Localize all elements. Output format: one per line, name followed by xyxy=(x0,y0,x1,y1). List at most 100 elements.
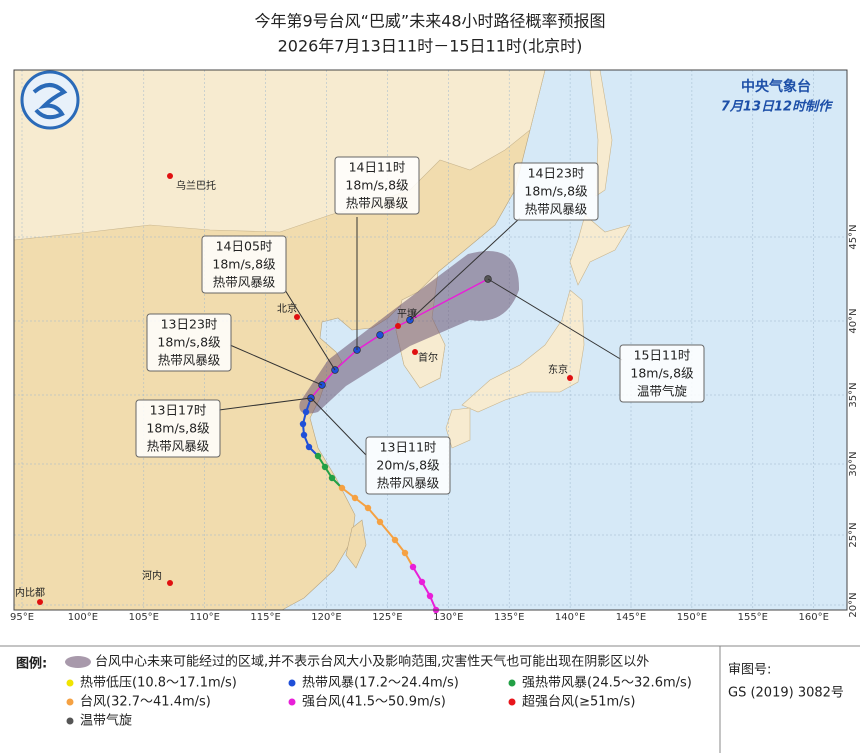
label-box xyxy=(334,156,420,215)
past-point xyxy=(328,474,336,482)
forecast-wind: 20m/s,8级 xyxy=(376,458,440,473)
forecast-level: 热带风暴级 xyxy=(147,439,210,454)
forecast-level: 热带风暴级 xyxy=(525,202,588,217)
legend-dot xyxy=(508,698,516,706)
approval-number: GS (2019) 3082号 xyxy=(728,686,844,701)
taiwan xyxy=(345,519,367,569)
city-dot xyxy=(167,173,173,179)
map: 95°E 100°E 105°E 110°E 115°E 120°E 125°E 130°E 1… xyxy=(10,69,859,623)
label-box xyxy=(619,344,705,403)
forecast-time: 14日05时 xyxy=(216,239,273,254)
legend-dot xyxy=(66,679,74,687)
kyushu xyxy=(445,407,471,449)
forecast-time: 13日11时 xyxy=(380,440,437,455)
leader-line xyxy=(284,289,336,371)
past-point xyxy=(305,443,313,451)
latitude-label: 20°N xyxy=(848,592,859,617)
subtitle: 2026年7月13日11时－15日11时(北京时) xyxy=(278,37,583,56)
past-point xyxy=(418,578,426,586)
forecast-wind: 18m/s,8级 xyxy=(146,421,210,436)
city-dot xyxy=(294,314,300,320)
forecast-time: 14日23时 xyxy=(528,166,585,181)
legend-label: 超强台风(≥51m/s) xyxy=(522,695,635,710)
latitude-label: 30°N xyxy=(848,451,859,476)
past-point xyxy=(409,563,417,571)
longitude-label: 110°E xyxy=(189,612,219,623)
forecast-time: 14日11时 xyxy=(349,160,406,175)
past-point xyxy=(391,536,399,544)
legend-label: 温带气旋 xyxy=(80,713,132,729)
legend: 图例: 台风中心未来可能经过的区域,并不表示台风大小及影响范围,灾害性天气也可能… xyxy=(0,645,860,753)
legend-dot xyxy=(66,698,74,706)
longitude-label: 140°E xyxy=(555,612,585,623)
forecast-level: 热带风暴级 xyxy=(213,275,276,290)
approval-label: 审图号: xyxy=(728,663,771,678)
past-point xyxy=(299,420,307,428)
label-box xyxy=(365,436,451,495)
forecast-time: 13日23时 xyxy=(161,317,218,332)
legend-label: 强热带风暴(24.5～32.6m/s) xyxy=(522,676,692,691)
legend-dot xyxy=(288,679,296,687)
longitude-label: 115°E xyxy=(250,612,280,623)
hokkaido xyxy=(569,214,631,286)
forecast-time: 13日17时 xyxy=(150,403,207,418)
longitude-label: 125°E xyxy=(372,612,402,623)
label-box xyxy=(201,235,287,294)
latitude-label: 25°N xyxy=(848,522,859,547)
city-label: 内比都 xyxy=(15,586,45,599)
leader-line xyxy=(409,217,521,321)
issue-time: 7月13日12时制作 xyxy=(721,99,834,115)
past-point xyxy=(401,549,409,557)
longitude-label: 160°E xyxy=(798,612,828,623)
past-point xyxy=(314,452,322,460)
city-dot xyxy=(167,580,173,586)
map-frame xyxy=(13,69,848,611)
forecast-level: 热带风暴级 xyxy=(158,353,221,368)
city-label: 河内 xyxy=(142,569,162,582)
leader-line xyxy=(487,278,623,361)
past-point xyxy=(302,408,310,416)
legend-label: 强台风(41.5～50.9m/s) xyxy=(302,695,446,710)
forecast-wind: 18m/s,8级 xyxy=(157,335,221,350)
label-box xyxy=(146,313,232,372)
longitude-label: 130°E xyxy=(433,612,463,623)
city-label: 东京 xyxy=(548,363,568,376)
city-label: 北京 xyxy=(277,302,297,315)
label-box xyxy=(513,162,599,221)
legend-dot xyxy=(508,679,516,687)
longitude-label: 95°E xyxy=(10,612,34,623)
past-point xyxy=(338,484,346,492)
city-label: 平壤 xyxy=(397,307,417,320)
city-dot xyxy=(567,375,573,381)
leader-line xyxy=(229,344,323,386)
past-point xyxy=(300,431,308,439)
forecast-level: 温带气旋 xyxy=(637,384,688,399)
city-dot xyxy=(395,323,401,329)
legend-dot xyxy=(66,717,74,725)
past-point xyxy=(364,504,372,512)
forecast-wind: 18m/s,8级 xyxy=(630,366,694,381)
longitude-label: 145°E xyxy=(616,612,646,623)
forecast-level: 热带风暴级 xyxy=(377,476,440,491)
agency-name: 中央气象台 xyxy=(741,78,811,95)
honshu xyxy=(461,289,585,413)
cone-description: 台风中心未来可能经过的区域,并不表示台风大小及影响范围,灾害性天气也可能出现在阴… xyxy=(95,654,649,670)
city-label: 乌兰巴托 xyxy=(176,179,216,192)
legend-label: 热带低压(10.8～17.1m/s) xyxy=(80,676,237,691)
legend-label: 热带风暴(17.2～24.4m/s) xyxy=(302,676,459,691)
latitude-label: 40°N xyxy=(848,308,859,333)
latitude-label: 35°N xyxy=(848,382,859,407)
longitude-label: 150°E xyxy=(677,612,707,623)
longitude-label: 100°E xyxy=(68,612,98,623)
forecast-wind: 18m/s,8级 xyxy=(345,178,409,193)
past-point xyxy=(426,592,434,600)
longitude-label: 120°E xyxy=(311,612,341,623)
forecast-labels: 13日11时20m/s,8级热带风暴级13日17时18m/s,8级热带风暴级13… xyxy=(135,156,705,495)
city-dot xyxy=(412,349,418,355)
longitude-label: 105°E xyxy=(129,612,159,623)
city-dot xyxy=(37,599,43,605)
cone-icon xyxy=(65,656,91,668)
label-box xyxy=(135,399,221,458)
